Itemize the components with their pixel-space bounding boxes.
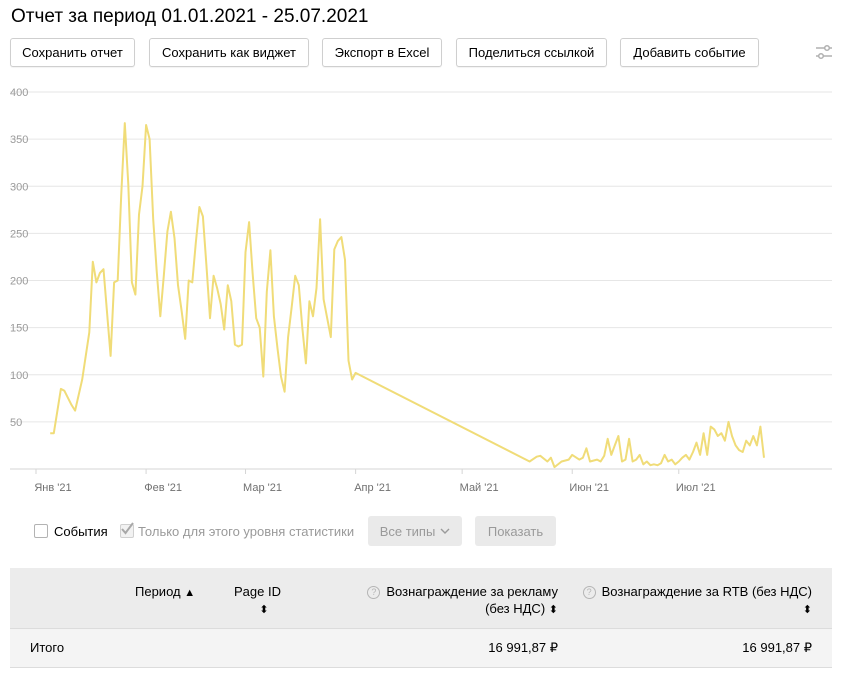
- x-tick-label: Фев '21: [144, 482, 182, 494]
- events-bar: События Только для этого уровня статисти…: [34, 516, 594, 546]
- checkmark-icon: [121, 522, 134, 535]
- show-button[interactable]: Показать: [475, 516, 556, 546]
- y-tick-label: 300: [10, 181, 28, 193]
- column-reward-ads[interactable]: ? Вознаграждение за рекламу (без НДС) ⬍: [366, 583, 558, 619]
- y-tick-label: 350: [10, 134, 28, 146]
- sort-icon[interactable]: ⬍: [259, 604, 269, 616]
- y-tick-label: 250: [10, 228, 28, 240]
- column-period-label: Период: [135, 584, 181, 599]
- page-title: Отчет за период 01.01.2021 - 25.07.2021: [11, 6, 369, 27]
- sort-icon[interactable]: ⬍: [548, 604, 558, 616]
- column-reward-ads-label-2: (без НДС): [485, 601, 546, 616]
- level-only-checkbox[interactable]: Только для этого уровня статистики: [120, 516, 354, 546]
- events-checkbox-label: События: [54, 523, 108, 539]
- all-types-label: Все типы: [379, 523, 436, 539]
- y-tick-label: 200: [10, 276, 28, 288]
- table-row-total: Итого 16 991,87 ₽ 16 991,87 ₽: [10, 628, 832, 668]
- total-label: Итого: [30, 640, 65, 655]
- x-tick-label: Апр '21: [354, 482, 391, 494]
- events-checkbox-box[interactable]: [34, 524, 48, 538]
- all-types-dropdown[interactable]: Все типы: [368, 516, 462, 546]
- save-report-button[interactable]: Сохранить отчет: [10, 38, 135, 67]
- save-as-widget-button[interactable]: Сохранить как виджет: [149, 38, 309, 67]
- column-reward-rtb[interactable]: ? Вознаграждение за RTB (без НДС) ⬍: [580, 583, 812, 619]
- sort-icon[interactable]: ⬍: [802, 604, 812, 616]
- y-tick-label: 150: [10, 323, 28, 335]
- events-checkbox[interactable]: События: [34, 516, 108, 546]
- total-reward-rtb: 16 991,87 ₽: [742, 640, 812, 655]
- table-header: Период ▲ Page ID ⬍ ? Вознаграждение за ре…: [10, 568, 832, 628]
- x-tick-label: Мар '21: [243, 482, 282, 494]
- column-page-id[interactable]: Page ID ⬍: [234, 583, 281, 619]
- column-page-id-label: Page ID: [234, 584, 281, 599]
- column-reward-ads-label: Вознаграждение за рекламу: [386, 584, 558, 599]
- sort-asc-icon[interactable]: ▲: [184, 587, 196, 599]
- add-event-button[interactable]: Добавить событие: [620, 38, 759, 67]
- x-tick-label: Июн '21: [569, 482, 609, 494]
- sliders-icon[interactable]: [815, 44, 833, 60]
- share-link-button[interactable]: Поделиться ссылкой: [456, 38, 607, 67]
- report-table: Период ▲ Page ID ⬍ ? Вознаграждение за ре…: [10, 568, 832, 668]
- total-reward-ads: 16 991,87 ₽: [488, 640, 558, 655]
- help-icon[interactable]: ?: [582, 586, 596, 599]
- export-excel-button[interactable]: Экспорт в Excel: [322, 38, 442, 67]
- x-tick-label: Янв '21: [34, 482, 71, 494]
- column-reward-rtb-label: Вознаграждение за RTB (без НДС): [601, 584, 812, 599]
- y-tick-label: 100: [10, 370, 28, 382]
- chevron-down-icon: [440, 528, 450, 534]
- y-tick-label: 400: [10, 87, 28, 99]
- y-tick-label: 50: [10, 417, 22, 429]
- x-tick-label: Май '21: [460, 482, 499, 494]
- level-only-checkbox-box[interactable]: [120, 522, 134, 538]
- level-only-checkbox-label: Только для этого уровня статистики: [138, 523, 355, 539]
- column-period[interactable]: Период ▲: [135, 583, 195, 602]
- help-icon[interactable]: ?: [367, 586, 381, 599]
- x-tick-label: Июл '21: [676, 482, 716, 494]
- series-line: [50, 122, 765, 469]
- line-chart: 50 100 150 200 250 300 350 400 Янв '21 Фев '21 Мар…: [10, 87, 832, 494]
